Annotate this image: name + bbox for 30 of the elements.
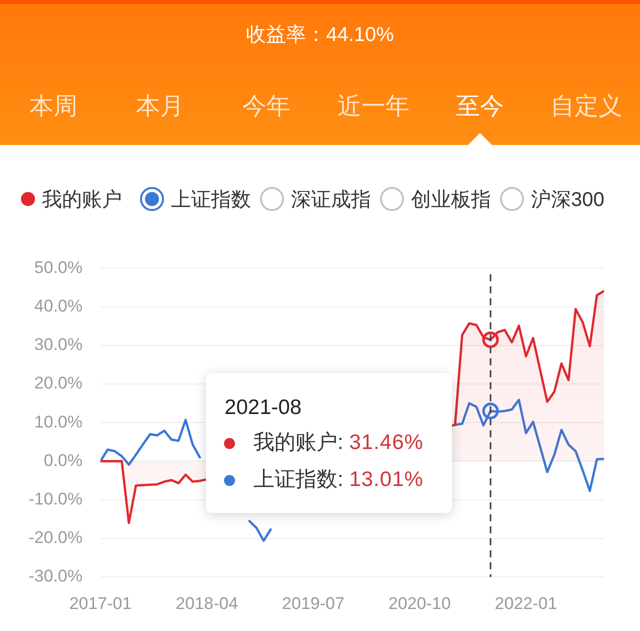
text: 今年 bbox=[242, 92, 291, 122]
y-tick-label: 20.0% bbox=[34, 374, 82, 393]
text: 近一年 bbox=[337, 92, 410, 122]
y-tick-label: 30.0% bbox=[34, 335, 82, 354]
legend-label: 上证指数 bbox=[171, 188, 251, 212]
y-tick-label: -10.0% bbox=[28, 489, 82, 508]
annotation: 2021-08 bbox=[224, 396, 302, 419]
legend-label: 我的账户 bbox=[42, 188, 122, 212]
y-tick-label: -20.0% bbox=[28, 528, 82, 548]
y-tick-label: -30.0% bbox=[28, 566, 82, 586]
text: 本周 bbox=[29, 92, 78, 122]
text: 本月 bbox=[136, 92, 184, 122]
y-tick-label: 50.0% bbox=[34, 258, 82, 277]
x-tick-label: 2017-01 bbox=[69, 594, 132, 613]
chart-title: 收益率：44.10% bbox=[245, 23, 395, 48]
text: 创业板指 bbox=[411, 188, 491, 212]
x-tick-label: 2018-04 bbox=[176, 594, 238, 613]
y-tick-label: 0.0% bbox=[44, 450, 82, 470]
y-tick-label: 10.0% bbox=[34, 412, 82, 432]
text: 深证成指 bbox=[291, 188, 371, 212]
x-tick-label: 2020-10 bbox=[388, 594, 451, 613]
text: 沪深300 bbox=[531, 188, 604, 212]
text: 自定义 bbox=[550, 92, 623, 122]
annotation: 我的账户: 31.46% bbox=[254, 431, 424, 455]
tooltip: 2021-08 我的账户: 31.46% 上证指数: 13.01% bbox=[206, 373, 452, 513]
text: 至今 bbox=[456, 92, 504, 122]
x-tick-label: 2019-07 bbox=[282, 594, 344, 613]
x-tick-label: 2022-01 bbox=[494, 594, 558, 613]
annotation: 上证指数: 13.01% bbox=[254, 468, 424, 492]
y-tick-label: 40.0% bbox=[34, 296, 82, 316]
